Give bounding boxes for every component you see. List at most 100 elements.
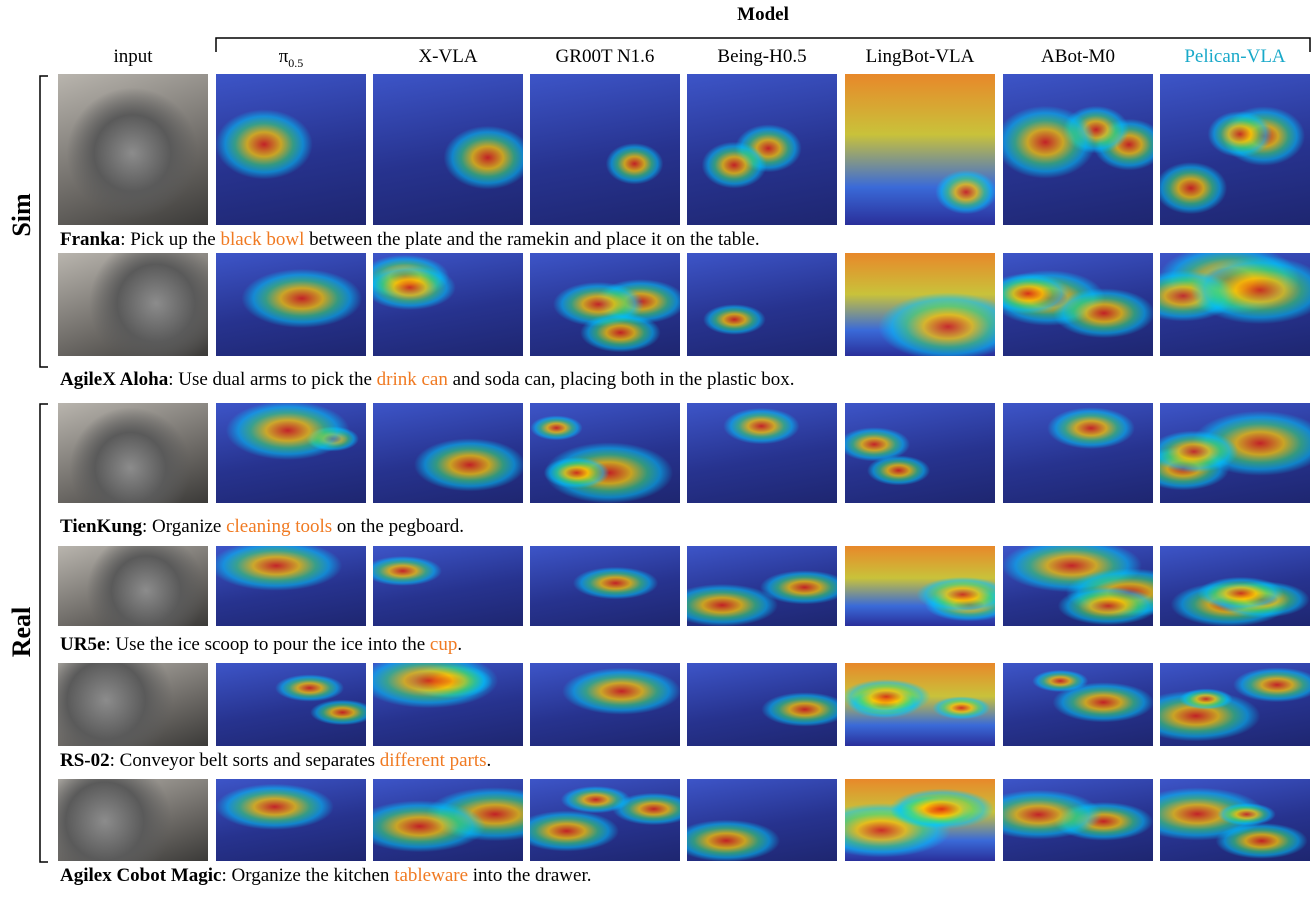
caption-highlight: different parts — [380, 750, 487, 771]
caption-text: . — [457, 634, 462, 655]
heatmap-image — [687, 74, 837, 225]
caption-text: : Organize — [142, 516, 226, 537]
caption-text: and soda can, placing both in the plasti… — [448, 369, 795, 390]
column-label: Being-H0.5 — [687, 46, 837, 68]
caption-highlight: cleaning tools — [226, 516, 332, 537]
caption-text: . — [487, 750, 492, 771]
caption-text: : Organize the kitchen — [221, 865, 394, 886]
robot-name: RS-02 — [60, 750, 110, 771]
column-label-text: GR00T N1.6 — [556, 46, 655, 67]
caption-text: : Pick up the — [120, 229, 220, 250]
heatmap-image — [687, 779, 837, 861]
column-label: ABot-M0 — [1003, 46, 1153, 68]
sim-bracket — [40, 76, 48, 367]
heatmap-image — [373, 403, 523, 503]
heatmap-image — [216, 253, 366, 356]
column-label: GR00T N1.6 — [530, 46, 680, 68]
caption: UR5e: Use the ice scoop to pour the ice … — [60, 634, 462, 656]
real-bracket — [40, 404, 48, 862]
heatmap-image — [845, 253, 995, 356]
heatmap-image — [1003, 403, 1153, 503]
heatmap-image — [216, 546, 366, 626]
heatmap-image — [373, 779, 523, 861]
heatmap-image — [216, 74, 366, 225]
column-label: π0.5 — [216, 46, 366, 71]
caption: RS-02: Conveyor belt sorts and separates… — [60, 750, 491, 772]
heatmap-image — [845, 403, 995, 503]
input-image — [58, 779, 208, 861]
heatmap-image — [216, 779, 366, 861]
robot-name: Agilex Cobot Magic — [60, 865, 221, 886]
robot-name: UR5e — [60, 634, 105, 655]
caption: Agilex Cobot Magic: Organize the kitchen… — [60, 865, 592, 887]
caption: AgileX Aloha: Use dual arms to pick the … — [60, 369, 795, 391]
figure: Model inputπ0.5X-VLAGR00T N1.6Being-H0.5… — [0, 0, 1314, 897]
heatmap-image — [530, 253, 680, 356]
group-label: Real — [7, 592, 37, 672]
column-label-text: ABot-M0 — [1041, 46, 1115, 67]
heatmap-image — [687, 253, 837, 356]
column-label-text: X-VLA — [418, 46, 477, 67]
input-image — [58, 403, 208, 503]
column-label-text: Being-H0.5 — [717, 46, 806, 67]
column-label: Pelican-VLA — [1160, 46, 1310, 68]
column-label: LingBot-VLA — [845, 46, 995, 68]
heatmap-image — [687, 663, 837, 746]
group-label: Sim — [7, 175, 37, 255]
caption-text: on the pegboard. — [332, 516, 464, 537]
column-label-text: input — [113, 46, 152, 67]
heatmap-image — [1003, 546, 1153, 626]
heatmap-image — [373, 253, 523, 356]
robot-name: AgileX Aloha — [60, 369, 168, 390]
caption-text: : Use dual arms to pick the — [168, 369, 376, 390]
heatmap-image — [1003, 74, 1153, 225]
heatmap-image — [1160, 546, 1310, 626]
column-label-sub: 0.5 — [288, 56, 303, 70]
caption: Franka: Pick up the black bowl between t… — [60, 229, 760, 251]
caption-highlight: black bowl — [220, 229, 304, 250]
caption-highlight: cup — [430, 634, 457, 655]
heatmap-image — [530, 74, 680, 225]
column-label-text: Pelican-VLA — [1184, 46, 1285, 67]
heatmap-image — [530, 663, 680, 746]
input-image — [58, 74, 208, 225]
heatmap-image — [1003, 253, 1153, 356]
heatmap-image — [1160, 74, 1310, 225]
heatmap-image — [1003, 779, 1153, 861]
heatmap-image — [530, 779, 680, 861]
column-label: input — [58, 46, 208, 68]
input-image — [58, 253, 208, 356]
column-label-text: LingBot-VLA — [866, 46, 975, 67]
input-image — [58, 546, 208, 626]
heatmap-image — [845, 546, 995, 626]
robot-name: TienKung — [60, 516, 142, 537]
heatmap-image — [1160, 403, 1310, 503]
heatmap-image — [373, 74, 523, 225]
heatmap-image — [530, 403, 680, 503]
robot-name: Franka — [60, 229, 120, 250]
heatmap-image — [1160, 663, 1310, 746]
heatmap-image — [216, 403, 366, 503]
heatmap-image — [845, 74, 995, 225]
caption-text: between the plate and the ramekin and pl… — [304, 229, 759, 250]
heatmap-image — [530, 546, 680, 626]
column-label: X-VLA — [373, 46, 523, 68]
caption-text: : Use the ice scoop to pour the ice into… — [105, 634, 430, 655]
heatmap-image — [373, 663, 523, 746]
heatmap-image — [1003, 663, 1153, 746]
caption-text: : Conveyor belt sorts and separates — [110, 750, 380, 771]
heatmap-image — [1160, 779, 1310, 861]
caption-highlight: tableware — [394, 865, 468, 886]
heatmap-image — [845, 779, 995, 861]
heatmap-image — [1160, 253, 1310, 356]
heatmap-image — [687, 546, 837, 626]
caption: TienKung: Organize cleaning tools on the… — [60, 516, 464, 538]
column-label-text: π — [279, 46, 289, 67]
heatmap-image — [845, 663, 995, 746]
caption-highlight: drink can — [377, 369, 448, 390]
input-image — [58, 663, 208, 746]
heatmap-image — [687, 403, 837, 503]
heatmap-image — [216, 663, 366, 746]
caption-text: into the drawer. — [468, 865, 591, 886]
heatmap-image — [373, 546, 523, 626]
